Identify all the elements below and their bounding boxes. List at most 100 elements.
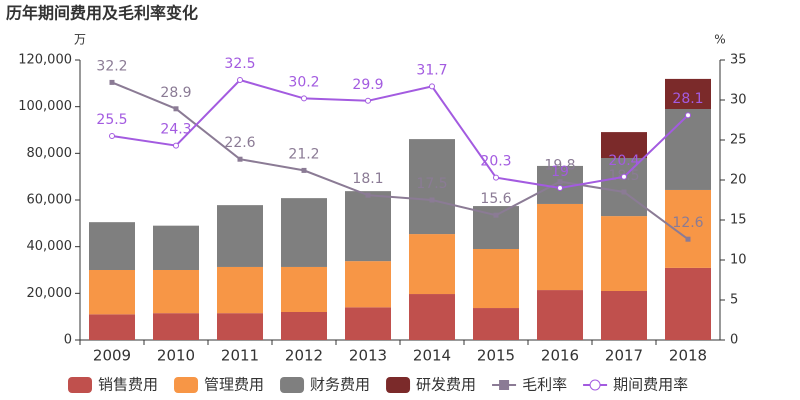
chart-title: 历年期间费用及毛利率变化 (6, 4, 198, 23)
data-label: 18.1 (352, 171, 383, 187)
point (301, 95, 307, 102)
bar (601, 291, 647, 340)
point (109, 133, 115, 139)
bar (473, 249, 519, 309)
bar (601, 132, 647, 158)
point (365, 97, 371, 104)
data-label: 15.6 (480, 191, 511, 207)
data-label: 30.2 (288, 74, 319, 90)
point (237, 77, 243, 83)
bar (89, 222, 135, 270)
bar (345, 307, 391, 340)
bar (153, 270, 199, 314)
point (557, 179, 563, 185)
legend-marker (589, 379, 601, 391)
y2-unit: % (714, 33, 725, 47)
data-label: 19 (551, 164, 569, 180)
data-label: 17.5 (416, 176, 447, 192)
legend-swatch (68, 377, 92, 393)
bar (345, 191, 391, 262)
point (493, 174, 499, 181)
y-tick-label: 20,000 (27, 286, 73, 301)
y2-tick-label: 15 (730, 213, 747, 228)
data-label: 20.3 (480, 154, 511, 170)
line (111, 81, 689, 241)
point (173, 106, 179, 112)
y2-tick-label: 35 (730, 53, 747, 68)
data-label: 20.4 (608, 153, 639, 169)
point (557, 185, 563, 191)
legend-label: 期间费用率 (613, 376, 688, 394)
bar (601, 158, 647, 217)
line (111, 78, 689, 190)
bar (537, 290, 583, 340)
bar (89, 314, 135, 340)
data-label: 28.9 (160, 85, 191, 101)
y2-tick-label: 30 (730, 93, 747, 108)
point (365, 192, 371, 198)
point (301, 167, 307, 173)
legend-swatch (174, 377, 199, 393)
x-tick-label: 2017 (605, 347, 643, 365)
legend-label: 管理费用 (204, 376, 264, 394)
x-tick-label: 2009 (93, 347, 131, 365)
bar (217, 205, 263, 267)
legend-label: 毛利率 (522, 376, 567, 394)
y-tick-label: 100,000 (18, 99, 72, 114)
y-tick-label: 0 (64, 333, 72, 348)
bar (473, 308, 519, 340)
y-tick-label: 40,000 (27, 239, 73, 254)
point (109, 79, 115, 85)
data-label: 32.5 (224, 56, 255, 72)
y2-tick-label: 0 (730, 333, 738, 348)
point (429, 197, 435, 203)
y-tick-label: 120,000 (18, 53, 72, 68)
bar (409, 294, 455, 340)
bar (217, 313, 263, 340)
x-tick-label: 2011 (221, 347, 259, 365)
y2-tick-label: 5 (730, 293, 738, 308)
point (493, 212, 499, 218)
data-label: 28.1 (672, 91, 703, 107)
bar (409, 139, 455, 235)
bar (153, 313, 199, 340)
point (685, 236, 691, 242)
point (621, 173, 627, 180)
data-label: 25.5 (96, 112, 127, 128)
x-tick-label: 2013 (349, 347, 387, 365)
data-label: 21.2 (288, 146, 319, 162)
y-unit: 万 (74, 33, 86, 47)
bar (281, 266, 327, 312)
bar (217, 266, 263, 314)
bar (281, 198, 327, 267)
point (237, 156, 243, 162)
legend-label: 研发费用 (416, 376, 476, 394)
data-label: 12.6 (672, 215, 703, 231)
bar (409, 234, 455, 295)
point (429, 83, 435, 90)
y2-tick-label: 10 (730, 253, 747, 268)
legend-swatch (280, 377, 305, 393)
x-tick-label: 2014 (413, 347, 451, 365)
y2-tick-label: 25 (730, 133, 747, 148)
data-label: 22.6 (224, 135, 255, 151)
point (621, 189, 627, 195)
data-label: 19.8 (544, 158, 575, 174)
bar (665, 109, 711, 190)
bar (345, 261, 391, 308)
y-tick-label: 80,000 (27, 146, 73, 161)
legend-label: 销售费用 (98, 376, 158, 394)
y2-tick-label: 20 (730, 173, 747, 188)
point (173, 142, 179, 149)
legend-label: 财务费用 (310, 376, 370, 394)
bar (473, 206, 519, 249)
x-tick-label: 2010 (157, 347, 195, 365)
bar (89, 270, 135, 315)
bar (537, 203, 583, 291)
data-label: 31.7 (416, 62, 447, 78)
point (685, 112, 691, 119)
bar (281, 312, 327, 340)
bar (665, 267, 711, 340)
data-label: 32.2 (96, 58, 127, 74)
